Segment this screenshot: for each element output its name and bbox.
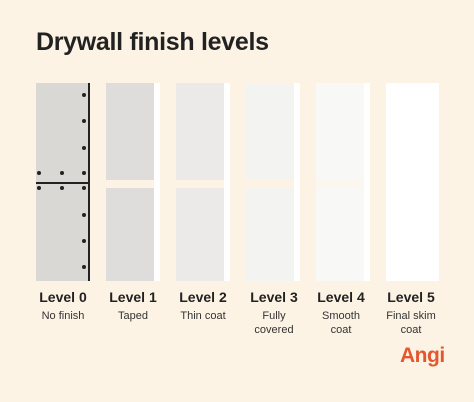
panel-level-5	[386, 83, 439, 281]
level-4-desc: Smooth coat	[322, 310, 360, 336]
screw-dot	[82, 119, 86, 123]
screw-dot	[60, 171, 64, 175]
screw-dot	[82, 265, 86, 269]
tape-gap	[246, 180, 294, 188]
screw-dot	[37, 171, 41, 175]
screw-dot	[37, 186, 41, 190]
page-title: Drywall finish levels	[36, 28, 269, 56]
level-2-desc: Thin coat	[180, 310, 226, 322]
screw-dot	[82, 171, 86, 175]
screw-dot	[82, 186, 86, 190]
panel-level-3	[246, 83, 300, 281]
tape-gap	[176, 180, 224, 188]
level-3-label: Level 3	[250, 289, 298, 305]
level-2-label: Level 2	[179, 289, 227, 305]
screw-dot	[82, 93, 86, 97]
panel-level-2	[176, 83, 230, 281]
level-5-label: Level 5	[387, 289, 435, 305]
panel-edge	[154, 83, 160, 281]
panel-edge	[364, 83, 370, 281]
level-4-label: Level 4	[317, 289, 365, 305]
level-0-desc: No finish	[41, 310, 85, 322]
level-1-desc: Taped	[118, 310, 148, 322]
screw-dot	[82, 239, 86, 243]
panel-level-0	[36, 83, 90, 281]
panel-edge	[294, 83, 300, 281]
panel-edge	[224, 83, 230, 281]
panel-level-1	[106, 83, 160, 281]
level-0-label: Level 0	[39, 289, 87, 305]
level-1-label: Level 1	[109, 289, 157, 305]
horizontal-seam	[36, 182, 90, 184]
angi-logo: Angi	[400, 344, 445, 367]
screw-dot	[60, 186, 64, 190]
screw-dot	[82, 213, 86, 217]
level-3-desc: Fully covered	[254, 310, 294, 336]
tape-gap	[106, 180, 154, 188]
level-5-desc: Final skim coat	[386, 310, 436, 336]
panel-level-4	[316, 83, 370, 281]
screw-dot	[82, 146, 86, 150]
tape-gap	[316, 180, 364, 188]
